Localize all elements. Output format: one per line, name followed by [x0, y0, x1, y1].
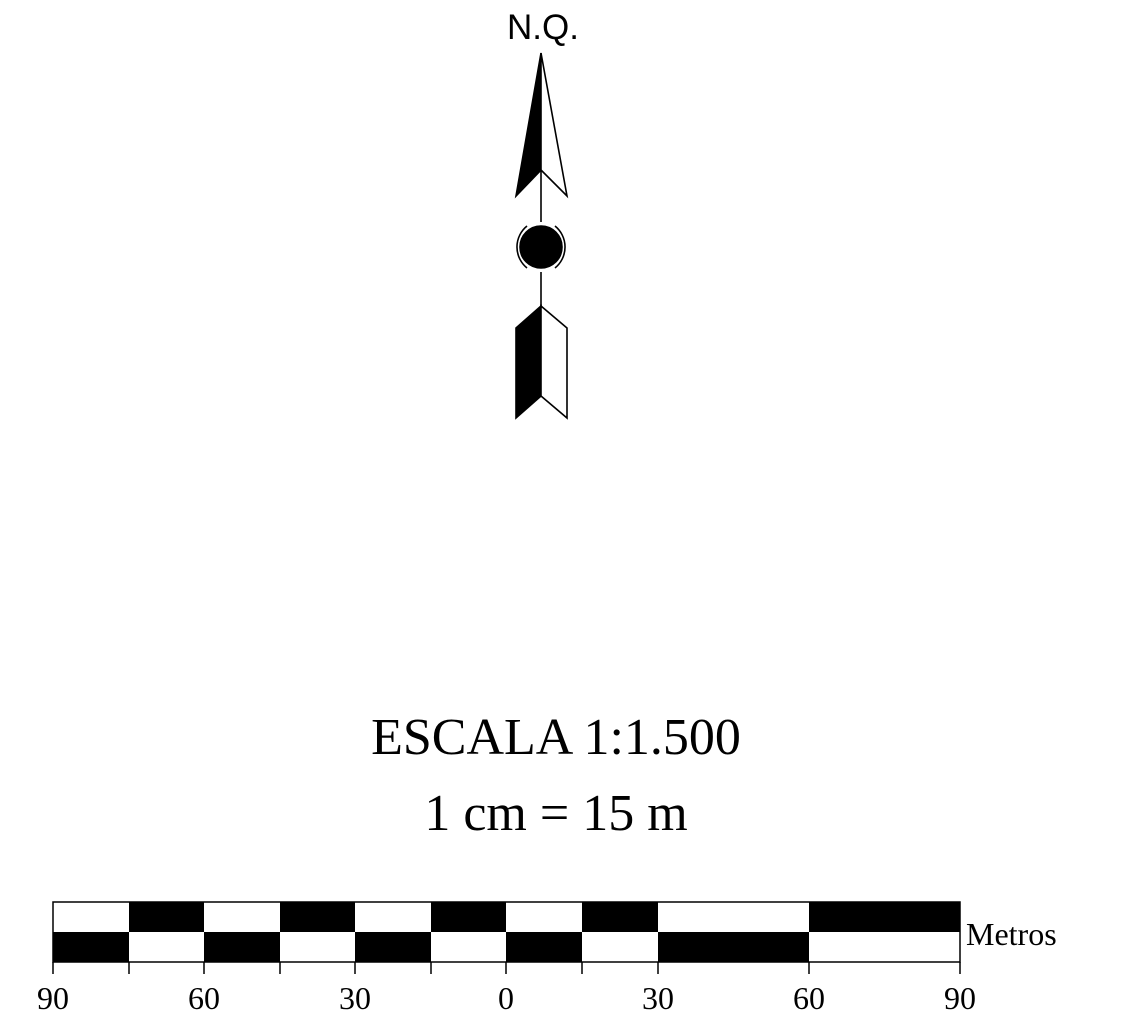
scale-cell-top [431, 902, 506, 932]
scale-cell-bottom [355, 932, 431, 962]
north-arrow-head-light [540, 52, 569, 199]
scale-cell-bottom [129, 932, 204, 962]
tick-label: 0 [498, 980, 514, 1016]
scale-cell-top [658, 902, 809, 932]
scale-cell-top [809, 902, 960, 932]
north-arrow-hub [519, 225, 563, 269]
scale-cell-bottom [431, 932, 506, 962]
scale-cell-top [506, 902, 582, 932]
tick-label: 90 [944, 980, 976, 1016]
scale-cell-bottom [53, 932, 129, 962]
scale-bar [52, 901, 961, 974]
scale-cell-top [129, 902, 204, 932]
north-arrow-ring-right [554, 225, 566, 269]
north-arrow-ring-left [516, 225, 528, 269]
scale-cell-bottom [582, 932, 658, 962]
scale-cell-bottom [506, 932, 582, 962]
north-arrow-head-dark [514, 52, 542, 199]
scale-equivalence: 1 cm = 15 m [424, 785, 688, 842]
scale-unit-label: Metros [966, 916, 1057, 952]
north-arrow-tail-light [540, 304, 568, 420]
tick-label: 60 [793, 980, 825, 1016]
scale-cell-top [582, 902, 658, 932]
tick-label: 60 [188, 980, 220, 1016]
scale-cell-bottom [204, 932, 280, 962]
scale-title: ESCALA 1:1.500 [371, 709, 741, 766]
north-arrow-tail-dark [515, 304, 542, 420]
scale-cell-top [53, 902, 129, 932]
scale-cell-bottom [658, 932, 809, 962]
scale-cell-bottom [809, 932, 960, 962]
north-label: N.Q. [507, 8, 579, 47]
tick-label: 90 [37, 980, 69, 1016]
tick-label: 30 [339, 980, 371, 1016]
tick-label: 30 [642, 980, 674, 1016]
north-arrow-icon [514, 52, 569, 420]
scale-cell-top [280, 902, 355, 932]
scale-cell-top [204, 902, 280, 932]
scale-cell-bottom [280, 932, 355, 962]
scale-cell-top [355, 902, 431, 932]
